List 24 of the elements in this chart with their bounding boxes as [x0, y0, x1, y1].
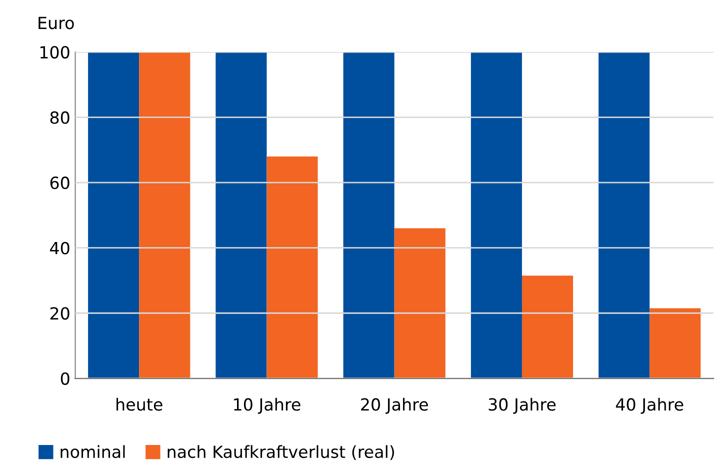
- x-tick-label: 40 Jahre: [616, 398, 684, 414]
- legend-label: nach Kaufkraftverlust (real): [168, 445, 394, 460]
- x-tick-label: 10 Jahre: [234, 398, 300, 414]
- bar: [139, 52, 190, 378]
- bar: [650, 308, 701, 378]
- bar: [470, 52, 522, 378]
- y-tick-label: 20: [50, 307, 70, 320]
- bar: [266, 156, 318, 378]
- bar: [216, 52, 267, 378]
- x-tick-label: heute: [116, 398, 162, 411]
- x-tick-label: 20 Jahre: [361, 398, 428, 414]
- bar: [88, 52, 140, 378]
- bar: [598, 52, 650, 378]
- bar: [522, 276, 574, 378]
- y-tick-label: 0: [60, 372, 70, 385]
- y-axis-title: Euro: [38, 16, 74, 30]
- bar: [343, 52, 394, 378]
- y-tick-label: 40: [50, 242, 70, 254]
- y-tick-label: 60: [50, 176, 70, 190]
- bar: [394, 228, 446, 378]
- y-tick-label: 80: [50, 111, 70, 124]
- legend-label: nominal: [60, 445, 125, 458]
- y-tick-label: 100: [40, 46, 70, 59]
- x-tick-label: 30 Jahre: [488, 398, 556, 414]
